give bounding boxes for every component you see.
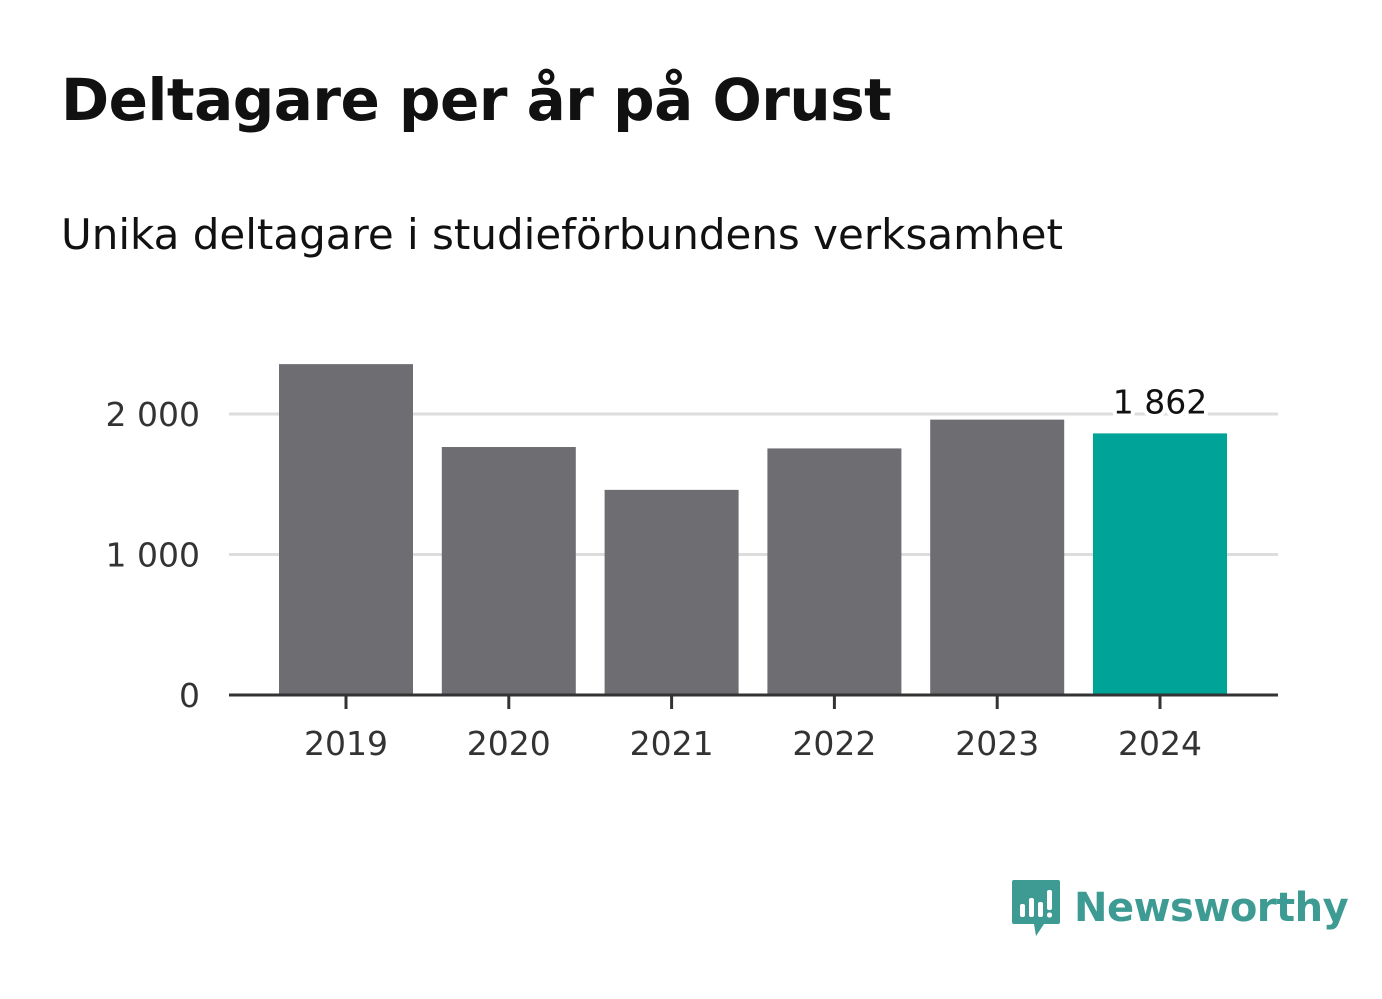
y-tick-label: 2 000 (106, 395, 200, 434)
x-axis-tick-labels: 2019 2020 2021 2022 2023 2024 (304, 724, 1202, 763)
chart-title: Deltagare per år på Orust (61, 66, 892, 134)
newsworthy-logo-text: Newsworthy (1074, 885, 1349, 931)
bars (279, 364, 1227, 695)
newsworthy-logo: Newsworthy (1010, 878, 1349, 938)
x-tick-label: 2020 (467, 724, 551, 763)
x-tick-label: 2019 (304, 724, 388, 763)
bar (930, 419, 1065, 695)
data-label: 1 862 (1113, 382, 1207, 421)
data-label-halo: 1 862 (1113, 382, 1207, 421)
bar-highlighted (1093, 433, 1227, 695)
x-axis (229, 693, 1278, 709)
newsworthy-bar-chart-icon (1012, 880, 1060, 936)
x-tick-label: 2023 (955, 724, 1039, 763)
x-tick-label: 2021 (630, 724, 714, 763)
y-tick-label: 1 000 (106, 536, 200, 575)
bar (441, 447, 576, 695)
bar (604, 489, 739, 695)
y-axis-tick-labels: 0 1 000 2 000 (106, 395, 200, 715)
bar (279, 364, 413, 695)
bar (767, 448, 902, 695)
y-tick-label: 0 (179, 676, 200, 715)
x-tick-label: 2024 (1118, 724, 1202, 763)
chart-subtitle: Unika deltagare i studieförbundens verks… (61, 210, 1063, 259)
x-tick-label: 2022 (792, 724, 876, 763)
